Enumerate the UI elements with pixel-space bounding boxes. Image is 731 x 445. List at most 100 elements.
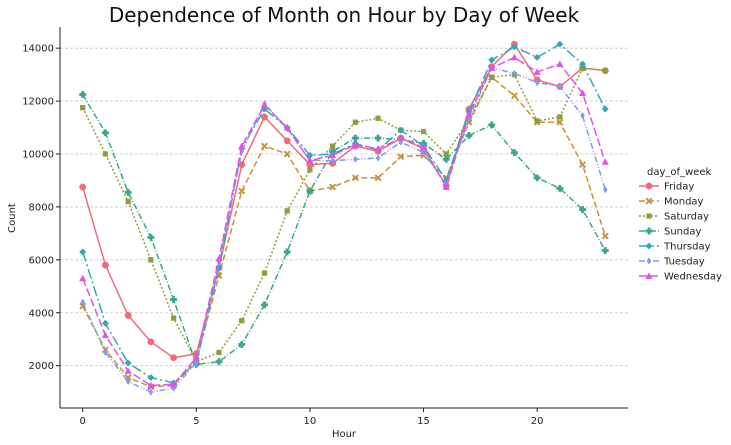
data-point-thursday xyxy=(124,359,132,367)
grid xyxy=(60,47,628,367)
data-point-sunday xyxy=(374,134,382,142)
data-point-wednesday xyxy=(601,158,609,165)
data-point-wednesday xyxy=(351,141,359,148)
legend-item-tuesday: Tuesday xyxy=(639,257,705,268)
data-point-wednesday xyxy=(147,381,155,389)
data-point-saturday xyxy=(352,119,359,125)
data-point-thursday xyxy=(397,126,405,134)
data-point-saturday xyxy=(420,128,427,135)
data-point-saturday xyxy=(375,115,381,121)
data-point-friday xyxy=(124,311,132,319)
data-point-wednesday xyxy=(442,183,450,190)
y-axis-label: Count xyxy=(7,203,18,233)
data-point-thursday xyxy=(79,248,87,256)
data-point-wednesday xyxy=(79,274,87,282)
x-tick-label: 5 xyxy=(193,416,199,427)
data-point-tuesday xyxy=(512,69,517,77)
data-point-wednesday xyxy=(533,68,541,75)
data-point-tuesday xyxy=(421,149,426,157)
legend-marker-thursday xyxy=(645,242,653,250)
data-point-sunday xyxy=(238,341,246,348)
legend-marker-friday xyxy=(645,182,653,190)
data-point-sunday xyxy=(79,91,87,98)
data-point-wednesday xyxy=(556,60,564,67)
data-point-saturday xyxy=(307,167,313,173)
legend-label-friday: Friday xyxy=(664,182,694,193)
data-point-wednesday xyxy=(465,110,473,118)
data-point-sunday xyxy=(306,187,314,195)
data-point-sunday xyxy=(533,174,541,182)
data-point-saturday xyxy=(261,270,268,276)
data-point-tuesday xyxy=(194,359,199,367)
series-thursday xyxy=(79,40,609,387)
data-point-sunday xyxy=(488,121,496,129)
data-point-wednesday xyxy=(101,331,110,339)
data-point-monday xyxy=(329,183,337,191)
y-tick-label: 14000 xyxy=(22,44,54,55)
data-point-wednesday xyxy=(419,143,428,151)
data-point-tuesday xyxy=(557,82,563,91)
data-point-saturday xyxy=(148,257,154,263)
x-tick-label: 10 xyxy=(304,416,317,427)
data-point-wednesday xyxy=(283,123,291,131)
data-point-wednesday xyxy=(215,254,223,262)
data-point-monday xyxy=(238,187,246,195)
series-friday xyxy=(79,40,609,362)
y-tick-label: 10000 xyxy=(22,150,54,161)
data-point-tuesday xyxy=(580,111,585,120)
series-line-wednesday xyxy=(82,56,606,387)
data-point-saturday xyxy=(125,198,131,205)
data-point-tuesday xyxy=(398,138,404,146)
series-tuesday xyxy=(80,64,608,396)
data-point-wednesday xyxy=(488,64,496,71)
data-point-sunday xyxy=(465,132,473,139)
legend-label-tuesday: Tuesday xyxy=(663,257,705,268)
series-monday xyxy=(79,73,609,391)
data-point-sunday xyxy=(101,129,109,137)
legend-marker-monday xyxy=(645,197,653,205)
series-line-saturday xyxy=(82,67,606,363)
axes xyxy=(59,27,628,409)
data-point-tuesday xyxy=(80,298,86,306)
data-point-tuesday xyxy=(534,78,540,87)
legend-item-friday: Friday xyxy=(639,182,694,193)
data-point-monday xyxy=(510,92,518,100)
data-point-saturday xyxy=(284,208,290,214)
data-point-sunday xyxy=(510,149,518,157)
data-point-monday xyxy=(579,161,587,169)
data-point-monday xyxy=(283,150,291,158)
data-point-saturday xyxy=(489,74,495,80)
data-point-saturday xyxy=(216,349,222,356)
data-point-wednesday xyxy=(397,134,405,141)
data-point-saturday xyxy=(239,318,245,324)
data-point-friday xyxy=(79,183,87,191)
data-point-wednesday xyxy=(374,144,382,152)
x-ticks: 0 5 10 15 20 xyxy=(80,408,543,427)
series-line-tuesday xyxy=(82,67,606,393)
x-axis-label: Hour xyxy=(332,429,357,440)
x-tick-label: 15 xyxy=(417,416,430,427)
legend-label-thursday: Thursday xyxy=(663,242,711,253)
data-point-friday xyxy=(101,261,109,269)
series-line-sunday xyxy=(82,94,606,366)
series-wednesday xyxy=(79,53,609,389)
data-point-saturday xyxy=(80,105,86,111)
data-point-thursday xyxy=(556,40,564,48)
data-point-tuesday xyxy=(125,377,131,386)
data-point-thursday xyxy=(101,319,109,327)
data-point-sunday xyxy=(147,233,155,241)
data-point-monday xyxy=(556,118,564,126)
data-point-wednesday xyxy=(306,156,314,164)
data-point-friday xyxy=(261,113,268,121)
y-tick-label: 4000 xyxy=(29,308,54,319)
data-point-sunday xyxy=(579,206,587,214)
data-point-monday xyxy=(601,232,609,240)
legend: day_of_week Friday Monday Saturday Sunday Th… xyxy=(639,167,722,283)
data-point-thursday xyxy=(533,53,541,61)
legend-marker-saturday xyxy=(646,213,652,219)
legend-label-saturday: Saturday xyxy=(664,212,709,223)
legend-item-sunday: Sunday xyxy=(639,227,701,238)
legend-label-wednesday: Wednesday xyxy=(664,272,722,283)
data-point-thursday xyxy=(147,374,155,382)
y-tick-label: 8000 xyxy=(29,202,54,213)
